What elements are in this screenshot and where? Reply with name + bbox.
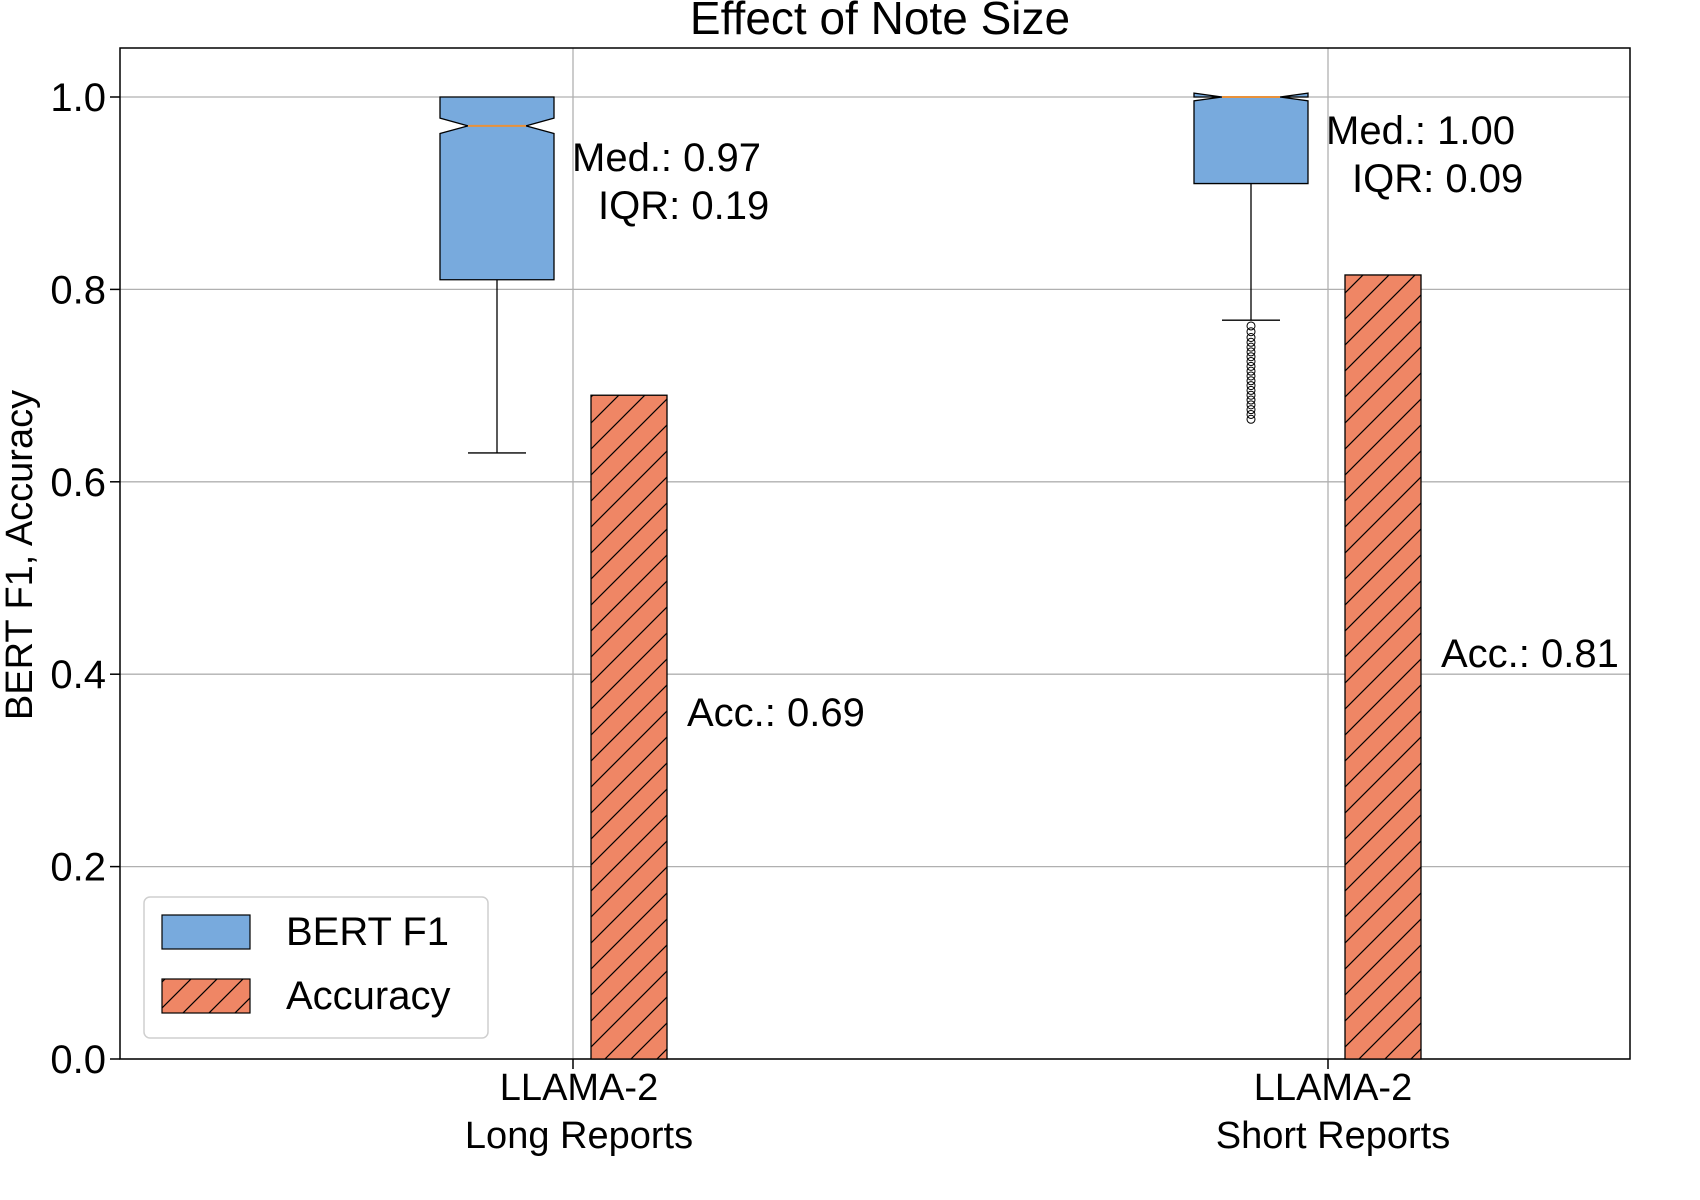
y-tick-label: 0.2: [50, 846, 106, 890]
y-tick-label: 0.4: [50, 653, 106, 697]
plot-area-frame: [119, 47, 1631, 1060]
bert-f1-box: [1193, 92, 1309, 185]
outlier-point: [1246, 400, 1256, 410]
outlier-point: [1246, 357, 1256, 367]
median-annotation-long: Med.: 0.97: [572, 136, 761, 180]
accuracy-annotation-long: Acc.: 0.69: [687, 691, 865, 735]
x-axis: LLAMA-2 Long Reports LLAMA-2 Short Repor…: [465, 1059, 1450, 1157]
outlier-point: [1246, 366, 1256, 376]
bert-f1-box: [439, 96, 555, 281]
median-annotation-short: Med.: 1.00: [1326, 109, 1515, 153]
accuracy-bar: [1344, 274, 1422, 1060]
outlier-point: [1246, 321, 1256, 331]
iqr-annotation-long: IQR: 0.19: [598, 184, 769, 228]
outlier-point: [1246, 395, 1256, 405]
legend-label-accuracy: Accuracy: [286, 974, 451, 1018]
iqr-annotation-short: IQR: 0.09: [1352, 157, 1523, 201]
x-tick-label-line1: LLAMA-2: [1254, 1067, 1412, 1109]
legend-swatch-bert-f1: [161, 914, 251, 950]
outlier-point: [1246, 333, 1256, 342]
x-tick-label-line2: Long Reports: [465, 1115, 693, 1157]
outlier-point: [1246, 405, 1256, 415]
y-tick-label: 0.8: [50, 268, 106, 312]
outlier-point: [1246, 352, 1256, 362]
outlier-point: [1246, 342, 1256, 352]
accuracy-annotation-short: Acc.: 0.81: [1441, 632, 1619, 676]
legend-swatch-accuracy: [161, 978, 251, 1014]
x-category-short: LLAMA-2 Short Reports: [1216, 1067, 1450, 1157]
outlier-point: [1246, 337, 1256, 347]
outlier-point: [1246, 371, 1256, 381]
y-tick-label: 0.6: [50, 461, 106, 505]
legend: BERT F1 Accuracy: [143, 896, 489, 1039]
outlier-point: [1246, 361, 1256, 371]
outlier-point: [1246, 347, 1256, 357]
y-tick-label: 1.0: [50, 76, 106, 120]
y-tick-label: 0.0: [50, 1038, 106, 1082]
y-axis-label: BERT F1, Accuracy: [0, 390, 41, 720]
accuracy-bar: [590, 394, 668, 1060]
legend-label-bert-f1: BERT F1: [286, 910, 449, 954]
x-tick-label-line2: Short Reports: [1216, 1115, 1450, 1157]
outlier-point: [1246, 381, 1256, 391]
y-axis: BERT F1, Accuracy 0.0 0.2 0.4 0.6 0.8 1.0: [0, 76, 120, 1082]
marks: [439, 92, 1422, 1060]
x-tick-label-line1: LLAMA-2: [500, 1067, 658, 1109]
x-category-long: LLAMA-2 Long Reports: [465, 1067, 693, 1157]
gridlines: [120, 48, 1630, 1060]
outlier-point: [1246, 376, 1256, 386]
chart-title: Effect of Note Size: [690, 0, 1070, 44]
outlier-point: [1246, 327, 1256, 337]
outlier-point: [1246, 414, 1256, 424]
outlier-point: [1246, 390, 1256, 400]
outlier-point: [1246, 385, 1256, 395]
outlier-point: [1246, 409, 1256, 419]
annotations: Med.: 0.97 IQR: 0.19 Med.: 1.00 IQR: 0.0…: [572, 109, 1619, 735]
